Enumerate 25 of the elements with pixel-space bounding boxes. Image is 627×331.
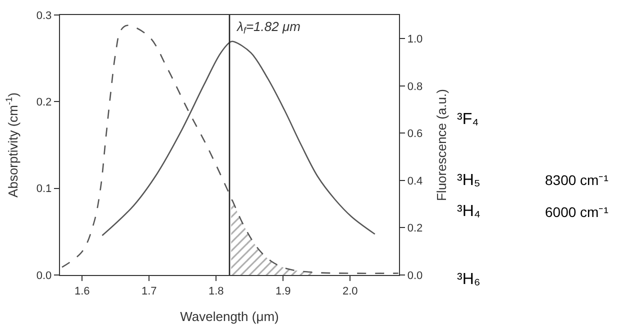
y2-tick-label: 0.6 (407, 128, 423, 140)
x-tick-label: 1.8 (208, 285, 224, 298)
x-axis-title: Wavelength (μm) (180, 308, 279, 324)
text: 8300 cm⁻¹ (545, 172, 609, 188)
y-tick-label: 0.2 (36, 96, 52, 109)
y2-tick-label: 0.2 (407, 222, 423, 235)
y2-tick-label: 0.4 (407, 175, 423, 188)
x-tick-label: 2.0 (342, 285, 358, 298)
ref-line-label: λ$_{f}$=1.82 μm (236, 19, 301, 36)
text: ³H₄ (457, 203, 480, 220)
y2-tick-label: 0.0 (407, 270, 423, 282)
y2-axis-title: Fluorescence (a.u.) (434, 89, 450, 201)
y-tick-label: 0.1 (36, 183, 52, 196)
x-tick-label: 1.7 (141, 285, 157, 298)
y2-tick-label: 0.8 (407, 80, 423, 93)
y-tick-label: 0.3 (36, 10, 52, 22)
y-tick-label: 0.0 (36, 270, 52, 282)
x-tick-label: 1.9 (275, 285, 291, 298)
text: 6000 cm⁻¹ (545, 204, 609, 220)
y2-tick-label: 1.0 (407, 33, 423, 46)
text: ³H₆ (457, 271, 480, 288)
text: ³H₅ (457, 172, 480, 189)
line-series (102, 40, 376, 236)
text: ³F₄ (457, 111, 479, 128)
x-tick-label: 1.6 (74, 285, 90, 298)
